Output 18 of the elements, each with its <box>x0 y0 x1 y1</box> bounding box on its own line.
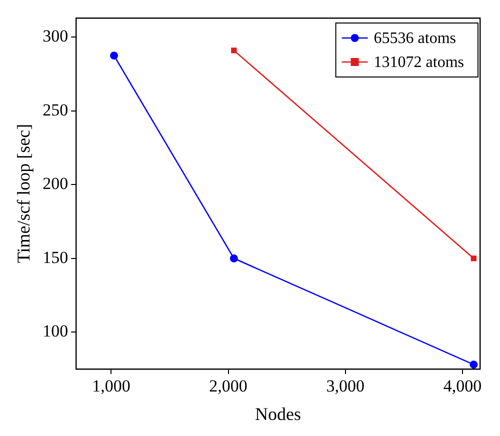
point <box>231 48 237 54</box>
point <box>230 254 238 262</box>
y-tick-label: 150 <box>42 248 68 267</box>
point <box>110 52 118 60</box>
y-tick-label: 200 <box>42 174 68 194</box>
y-tick-label: 100 <box>42 322 68 341</box>
x-tick-label: 4,000 <box>443 376 482 396</box>
legend-label: 131072 atoms <box>374 54 464 72</box>
y-axis-title: Time/scf loop [sec] <box>14 124 34 264</box>
point <box>470 360 478 369</box>
x-tick-label: 2,000 <box>209 376 248 396</box>
x-tick-label: 1,000 <box>92 376 130 396</box>
x-axis-title: Nodes <box>255 404 302 424</box>
y-tick-label: 300 <box>42 26 68 46</box>
y-tick-label: 250 <box>42 100 68 120</box>
point <box>470 256 477 262</box>
x-tick-label: 3,000 <box>326 376 364 396</box>
legend-label: 65536 atoms <box>374 30 456 48</box>
